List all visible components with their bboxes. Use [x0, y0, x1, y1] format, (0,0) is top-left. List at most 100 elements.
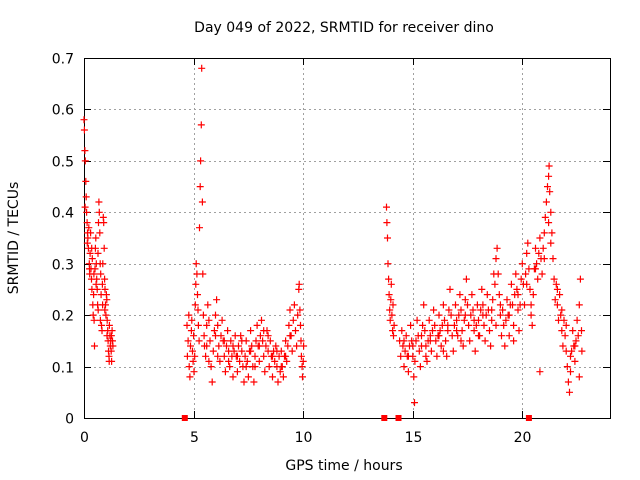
data-point [194, 321, 202, 329]
data-point [536, 234, 544, 242]
chart-title: Day 049 of 2022, SRMTID for receiver din… [194, 20, 494, 36]
data-point [545, 172, 553, 180]
data-point [107, 347, 115, 355]
data-point [282, 352, 290, 360]
data-point [183, 352, 191, 360]
data-point [81, 147, 89, 155]
data-point [296, 306, 304, 314]
data-point [300, 342, 308, 350]
x-axis-label: GPS time / hours [285, 458, 402, 474]
data-point [435, 332, 443, 340]
data-point [187, 342, 194, 350]
data-point [547, 239, 555, 247]
data-point [571, 342, 579, 350]
data-point [88, 244, 96, 252]
data-point [285, 321, 293, 329]
data-point [101, 306, 109, 314]
data-point [238, 347, 246, 355]
data-point [252, 337, 260, 345]
data-point [426, 337, 434, 345]
data-point [193, 270, 201, 278]
data-point [185, 311, 193, 319]
data-point [103, 296, 111, 304]
data-point [542, 198, 550, 206]
data-point [573, 316, 581, 324]
data-point [566, 388, 573, 396]
data-point [253, 321, 261, 329]
data-point [185, 363, 193, 371]
data-point [418, 332, 425, 340]
data-point [262, 342, 270, 350]
data-point [534, 275, 542, 283]
data-point [299, 373, 306, 381]
data-point [415, 347, 423, 355]
data-point [385, 291, 393, 299]
data-point [575, 373, 583, 381]
data-point [464, 301, 471, 309]
data-point [550, 275, 558, 283]
data-point [223, 342, 230, 350]
data-point [500, 321, 508, 329]
data-point [523, 280, 531, 288]
data-point [518, 260, 526, 268]
data-point [489, 296, 497, 304]
data-point [459, 342, 467, 350]
data-point [184, 337, 192, 345]
data-point [387, 296, 395, 304]
data-point [475, 332, 482, 340]
data-point [276, 368, 284, 376]
data-point [282, 337, 290, 345]
data-point [526, 285, 534, 293]
data-point [488, 306, 496, 314]
data-point [576, 275, 584, 283]
data-point [105, 321, 113, 329]
data-point [266, 337, 274, 345]
data-point [512, 270, 520, 278]
data-point [544, 183, 551, 191]
data-point [558, 327, 566, 335]
y-tick-label: 0.4 [52, 206, 74, 222]
x-tick-label: 0 [80, 430, 89, 446]
y-tick-label: 0.2 [52, 309, 74, 325]
data-point [454, 332, 462, 340]
data-point [100, 244, 108, 252]
data-point [186, 373, 194, 381]
data-point [264, 332, 272, 340]
data-point [383, 203, 390, 211]
y-tick-label: 0.6 [52, 103, 74, 119]
data-point [404, 368, 412, 376]
data-point [299, 357, 307, 365]
data-point [109, 342, 117, 350]
data-point [510, 337, 518, 345]
data-point [468, 291, 476, 299]
data-point [259, 337, 267, 345]
data-point [95, 198, 103, 206]
data-point [495, 291, 503, 299]
data-point [83, 208, 91, 216]
data-point [493, 244, 501, 252]
data-point [224, 327, 232, 335]
data-point [409, 342, 417, 350]
data-point [529, 291, 537, 299]
data-point [441, 316, 448, 324]
data-point [103, 316, 111, 324]
data-point [98, 280, 106, 288]
data-point [546, 188, 554, 196]
data-point [461, 296, 469, 304]
data-point [250, 378, 258, 386]
axis-ticks: 0 0.1 0.2 0.3 0.4 0.5 0.6 0.7 0 5 10 15 20 [52, 52, 610, 446]
data-point [397, 352, 405, 360]
data-point [420, 301, 428, 309]
data-point [86, 265, 93, 273]
data-point [435, 311, 443, 319]
data-point [265, 363, 273, 371]
data-point [199, 270, 207, 278]
y-tick-label: 0.7 [52, 52, 74, 68]
data-point [272, 342, 280, 350]
data-point [505, 311, 513, 319]
data-point [465, 321, 473, 329]
data-point [297, 352, 305, 360]
data-point [433, 352, 441, 360]
data-point [243, 357, 251, 365]
data-point [294, 311, 302, 319]
